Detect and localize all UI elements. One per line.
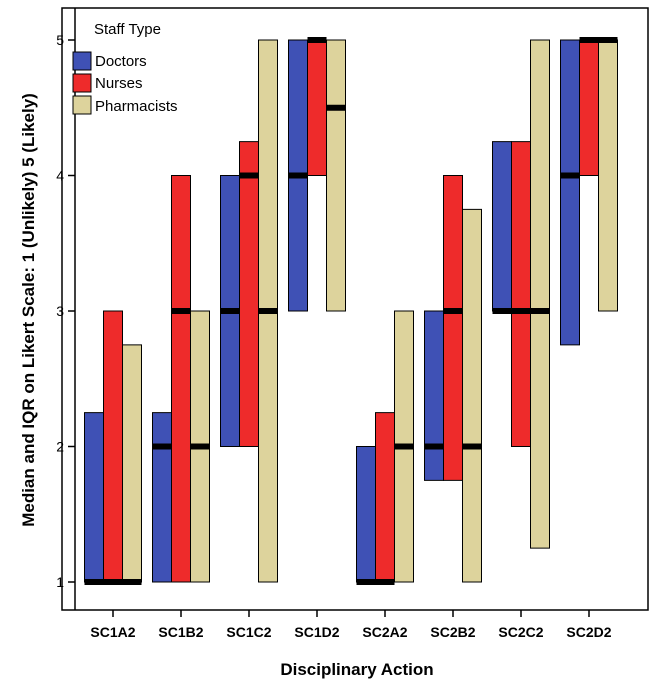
median-doctors-sc1a2	[84, 579, 104, 585]
x-tick-label: SC2D2	[566, 624, 611, 640]
median-nurses-sc1b2	[171, 308, 191, 314]
box-nurses-sc2a2	[375, 412, 395, 583]
median-pharmacists-sc2a2	[394, 443, 414, 450]
box-doctors-sc2b2	[424, 310, 444, 481]
median-nurses-sc1c2	[239, 172, 259, 179]
median-pharmacists-sc1d2	[326, 104, 346, 111]
median-nurses-sc2a2	[375, 579, 395, 585]
median-nurses-sc1a2	[103, 579, 123, 585]
box-nurses-sc1a2	[103, 310, 123, 583]
median-pharmacists-sc2d2	[598, 37, 618, 43]
box-doctors-sc2a2	[356, 446, 376, 583]
box-pharmacists-sc2b2	[462, 208, 482, 583]
median-doctors-sc2c2	[492, 308, 512, 314]
legend-label-pharmacists: Pharmacists	[95, 98, 178, 115]
box-doctors-sc1a2	[84, 412, 104, 583]
y-tick-label: 4	[56, 168, 64, 184]
median-doctors-sc1d2	[288, 172, 308, 179]
box-pharmacists-sc2c2	[530, 39, 550, 549]
box-pharmacists-sc1a2	[122, 344, 142, 583]
legend-label-doctors: Doctors	[95, 53, 147, 70]
y-ticks: 1 2 3 4 5	[56, 32, 75, 590]
median-doctors-sc1c2	[220, 308, 240, 314]
legend-swatch-nurses	[72, 73, 92, 93]
x-axis-title: Disciplinary Action	[280, 660, 433, 679]
legend-label-nurses: Nurses	[95, 75, 143, 92]
median-doctors-sc1b2	[152, 443, 172, 450]
x-tick-label: SC2C2	[498, 624, 543, 640]
y-tick-label: 5	[56, 32, 64, 48]
y-tick-label: 1	[56, 574, 64, 590]
median-pharmacists-sc1c2	[258, 308, 278, 314]
x-tick-label: SC1B2	[158, 624, 203, 640]
median-nurses-sc2c2	[511, 308, 531, 314]
median-nurses-sc2d2	[579, 37, 599, 43]
box-nurses-sc1b2	[171, 175, 191, 583]
median-pharmacists-sc2c2	[530, 308, 550, 314]
legend-title: Staff Type	[94, 21, 161, 38]
y-tick-label: 2	[56, 439, 64, 455]
legend: Staff Type Doctors Nurses Pharmacists	[72, 21, 178, 115]
median-nurses-sc2b2	[443, 308, 463, 314]
box-pharmacists-sc1d2	[326, 39, 346, 312]
median-pharmacists-sc1a2	[122, 579, 142, 585]
box-doctors-sc1b2	[152, 412, 172, 583]
box-nurses-sc1c2	[239, 141, 259, 447]
y-axis-title: Median and IQR on Likert Scale: 1 (Unlik…	[19, 93, 38, 527]
x-tick-label: SC1A2	[90, 624, 135, 640]
x-tick-label: SC1C2	[226, 624, 271, 640]
x-tick-label: SC2A2	[362, 624, 407, 640]
legend-swatch-doctors	[72, 51, 92, 71]
x-tick-label: SC1D2	[294, 624, 339, 640]
box-nurses-sc2c2	[511, 141, 531, 447]
median-doctors-sc2b2	[424, 443, 444, 450]
y-tick-label: 3	[56, 303, 64, 319]
boxes-layer	[84, 37, 618, 585]
median-doctors-sc2a2	[356, 579, 376, 585]
box-nurses-sc2d2	[579, 39, 599, 176]
median-pharmacists-sc1b2	[190, 443, 210, 450]
median-pharmacists-sc2b2	[462, 443, 482, 450]
box-nurses-sc1d2	[307, 39, 327, 176]
legend-swatch-pharmacists	[72, 95, 92, 115]
x-tick-label: SC2B2	[430, 624, 475, 640]
box-doctors-sc2d2	[560, 39, 580, 346]
x-ticks: SC1A2 SC1B2 SC1C2 SC1D2 SC2A2 SC2B2 SC2C2 SC2D2	[90, 610, 612, 640]
box-pharmacists-sc2d2	[598, 39, 618, 312]
median-doctors-sc2d2	[560, 172, 580, 179]
box-doctors-sc2c2	[492, 141, 512, 312]
median-nurses-sc1d2	[307, 37, 327, 43]
box-nurses-sc2b2	[443, 175, 463, 481]
